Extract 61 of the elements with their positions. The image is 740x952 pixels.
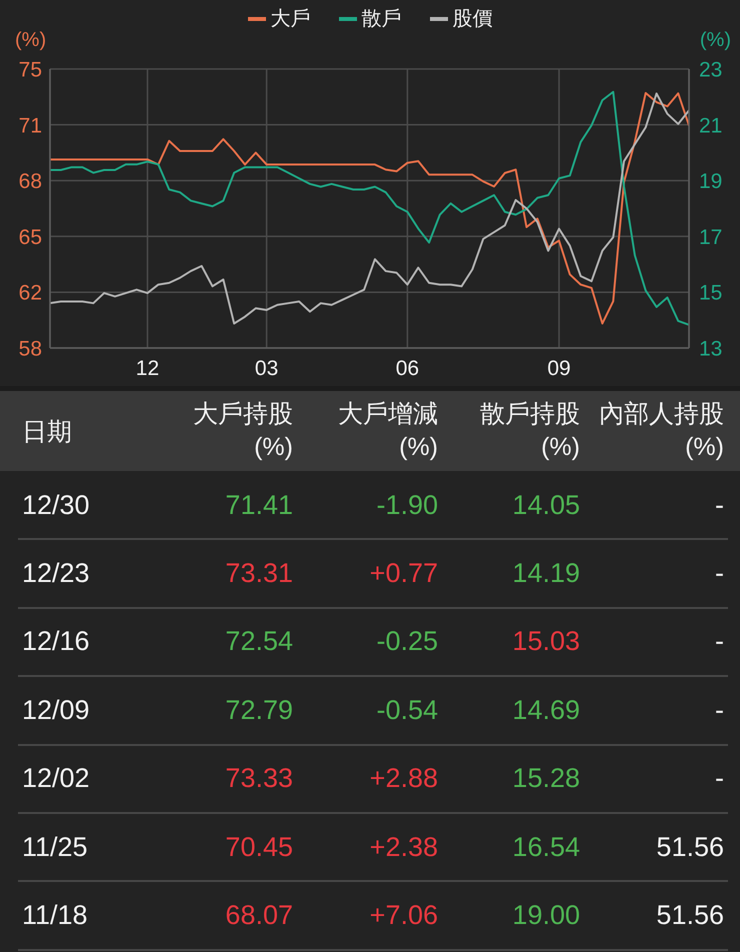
data-label: 15.28 [512,763,580,794]
y-tick-label: 71 [18,114,42,138]
data-label: 51.56 [656,832,724,863]
data-label: 71.41 [225,490,293,521]
text: 日期 [22,416,72,448]
data-label: 19.00 [512,900,580,932]
data-label: 16.54 [512,832,580,863]
y2-tick-label: 17 [699,226,722,249]
category-label: 12/30 [22,490,90,521]
y2-tick-label: 19 [699,170,722,194]
data-label: +2.88 [370,763,438,794]
legend-label: 股價 [452,8,492,30]
y2-axis-title: (%) [700,29,731,51]
data-label: 15.03 [512,626,580,658]
x-tick-label: 12 [136,356,160,380]
data-label: - [715,490,724,521]
legend-label: 大戶 [270,8,310,30]
data-label: -1.90 [376,490,438,521]
data-label: - [715,626,724,658]
data-label: -0.54 [376,694,438,726]
x-tick-label: 03 [254,356,278,380]
category-label: 12/23 [22,558,90,590]
category-label: 11/25 [22,832,88,863]
y-tick-label: 75 [18,58,42,82]
data-label: 73.33 [225,763,293,794]
x-tick-label: 06 [396,356,420,380]
data-label: 14.19 [512,558,580,590]
y-tick-label: 65 [18,226,42,249]
y2-tick-label: 21 [699,114,722,138]
data-label: - [715,763,724,794]
data-label: +2.38 [370,832,438,863]
data-label: +7.06 [370,900,438,932]
data-label: 51.56 [656,900,724,932]
category-label: 12/02 [22,763,90,794]
category-label: 12/16 [22,626,90,658]
y2-tick-label: 15 [699,282,722,305]
text: 散戶持股 (%) [479,399,580,463]
data-label: 14.69 [512,694,580,726]
category-label: 11/18 [22,900,88,932]
data-label: - [715,694,724,726]
data-label: 70.45 [225,832,293,863]
data-label: 68.07 [225,900,293,932]
data-label: 73.31 [225,558,293,590]
data-label: 72.79 [225,694,293,726]
data-label: 14.05 [512,490,580,521]
y2-tick-label: 23 [699,58,722,82]
y-tick-label: 68 [18,170,42,194]
text: 內部人持股 (%) [598,399,724,463]
data-label: +0.77 [370,558,438,590]
y-tick-label: 58 [18,337,42,360]
y-tick-label: 62 [18,282,42,305]
legend-label: 散戶 [362,8,402,30]
y-axis-title: (%) [15,29,46,51]
text: 大戶增減 (%) [337,399,438,463]
y2-tick-label: 13 [699,337,722,360]
text: 大戶持股 (%) [192,399,293,463]
category-label: 12/09 [22,694,90,726]
data-label: -0.25 [376,626,438,658]
data-label: 72.54 [225,626,293,658]
data-label: - [715,558,724,590]
x-tick-label: 09 [547,356,571,380]
